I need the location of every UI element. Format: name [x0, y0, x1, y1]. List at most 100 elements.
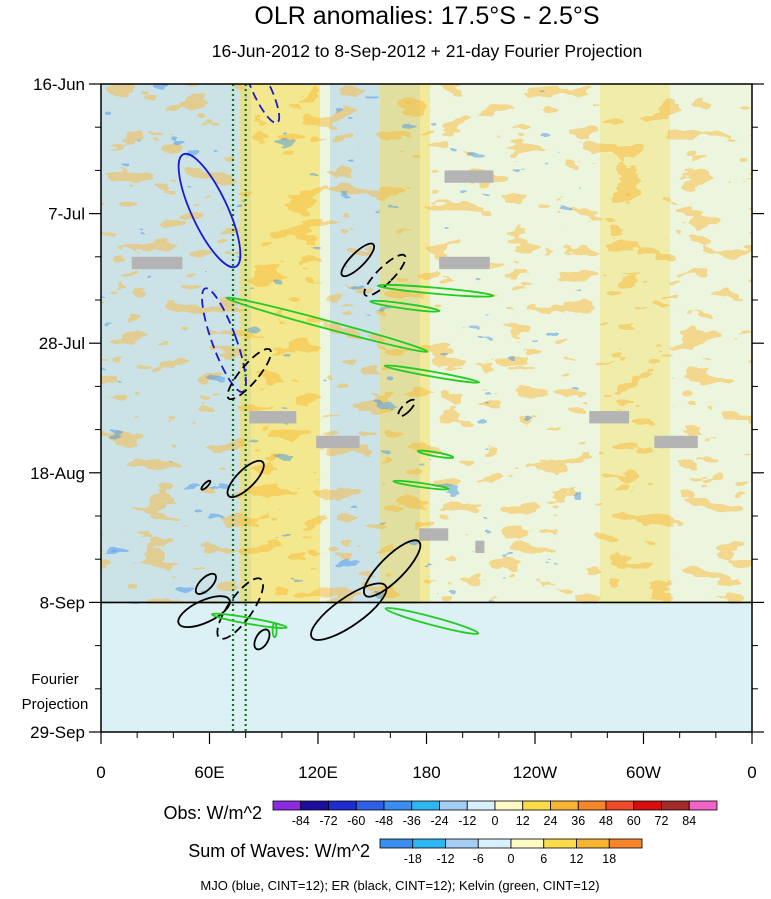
obs-colorbar-level-10: 36 — [571, 814, 585, 828]
kelvin-contour-22 — [416, 449, 455, 459]
y-axis: 16-Jun 7-Jul 28-Jul 18-Aug 8-Sep 29-Sep — [30, 75, 764, 742]
obs-colorbar-swatch-8 — [494, 800, 524, 811]
obs-colorbar-level-9: 24 — [544, 814, 558, 828]
obs-colorbar-swatch-3 — [355, 800, 385, 811]
mjo-contour-2 — [201, 287, 247, 393]
mjo-contour-1 — [243, 84, 281, 124]
obs-colorbar-swatch-5 — [411, 800, 440, 811]
obs-colorbar-level-5: -24 — [430, 814, 448, 828]
missing-data-box-0 — [131, 256, 183, 270]
waves-colorbar-swatch-2 — [445, 838, 479, 849]
obs-colorbar-level-14: 84 — [682, 814, 696, 828]
obs-colorbar-swatch-15 — [688, 800, 718, 811]
kelvin-contour-17 — [376, 283, 495, 298]
obs-colorbar: -84 -72 -60 -48 -36 -24 -12 0 12 24 36 48 60 72 84 — [272, 800, 718, 828]
kelvin-contour-15 — [225, 296, 429, 353]
er-contour-6 — [397, 398, 416, 418]
waves-colorbar-swatch-1 — [412, 838, 446, 849]
missing-data-box-7 — [419, 528, 449, 541]
y-tick-label-5: 29-Sep — [30, 723, 85, 742]
x-tick-label-6: 0 — [747, 763, 756, 782]
missing-data-box-2 — [439, 256, 490, 270]
footer-note: MJO (blue, CINT=12); ER (black, CINT=12)… — [200, 878, 599, 893]
waves-colorbar-swatch-6 — [576, 838, 610, 849]
obs-colorbar-level-3: -48 — [375, 814, 393, 828]
er-contour-5 — [226, 347, 272, 401]
x-tick-label-0: 0 — [96, 763, 105, 782]
waves-colorbar-level-3: 0 — [508, 852, 515, 866]
obs-colorbar-swatch-4 — [383, 800, 413, 811]
x-tick-label-1: 60E — [194, 763, 224, 782]
x-tick-label-3: 180 — [412, 763, 440, 782]
obs-colorbar-level-7: 0 — [492, 814, 499, 828]
missing-data-box-3 — [249, 411, 297, 424]
obs-colorbar-level-0: -84 — [292, 814, 310, 828]
kelvin-contour-21 — [392, 479, 450, 491]
obs-colorbar-level-12: 60 — [627, 814, 641, 828]
obs-colorbar-level-8: 12 — [516, 814, 530, 828]
obs-colorbar-level-2: -60 — [347, 814, 365, 828]
obs-colorbar-level-11: 48 — [599, 814, 613, 828]
waves-colorbar-level-6: 18 — [602, 852, 616, 866]
y-tick-label-4: 8-Sep — [40, 593, 85, 612]
x-tick-label-2: 120E — [298, 763, 338, 782]
waves-colorbar-level-2: -6 — [473, 852, 484, 866]
waves-colorbar-level-4: 6 — [540, 852, 547, 866]
er-contour-9 — [363, 539, 422, 598]
plot-area — [101, 84, 752, 732]
waves-colorbar-level-1: -12 — [436, 852, 454, 866]
waves-colorbar-swatch-0 — [379, 838, 414, 849]
projection-label-line2: Projection — [22, 696, 89, 713]
obs-colorbar-label: Obs: W/m^2 — [164, 803, 262, 823]
er-contour-4 — [363, 253, 407, 297]
anomaly-bands — [101, 84, 752, 732]
er-contour-8 — [194, 572, 217, 595]
x-tick-label-4: 120W — [513, 763, 557, 782]
obs-colorbar-swatch-13 — [633, 800, 662, 811]
er-contour-10 — [216, 577, 265, 640]
obs-colorbar-level-4: -36 — [403, 814, 421, 828]
missing-data-box-8 — [475, 540, 485, 554]
mjo-contour-0 — [177, 152, 242, 269]
er-contour-14 — [200, 479, 212, 491]
x-axis: 0 60E 120E 180 120W 60W 0 — [96, 732, 757, 782]
waves-colorbar-swatch-5 — [543, 838, 577, 849]
chart-subtitle: 16-Jun-2012 to 8-Sep-2012 + 21-day Fouri… — [212, 41, 642, 61]
y-tick-label-0: 16-Jun — [33, 75, 85, 94]
chart-title: OLR anomalies: 17.5°S - 2.5°S — [254, 2, 599, 30]
y-tick-label-3: 18-Aug — [30, 464, 85, 483]
waves-colorbar-swatch-4 — [510, 838, 545, 849]
obs-colorbar-swatch-10 — [550, 800, 579, 811]
er-contour-13 — [310, 582, 388, 641]
obs-colorbar-swatch-0 — [272, 800, 302, 811]
missing-data-box-5 — [589, 411, 630, 424]
kelvin-contour-19 — [210, 612, 288, 630]
obs-colorbar-level-13: 72 — [655, 814, 669, 828]
projection-label-line1: Fourier — [31, 671, 79, 688]
waves-colorbar-level-5: 12 — [570, 852, 584, 866]
y-tick-label-1: 7-Jul — [48, 205, 85, 224]
missing-data-box-1 — [444, 170, 494, 183]
waves-colorbar-swatch-3 — [477, 838, 512, 849]
y-tick-label-2: 28-Jul — [39, 334, 85, 353]
missing-data-box-6 — [654, 435, 698, 449]
kelvin-contour-16 — [383, 364, 481, 384]
missing-data-boxes — [131, 170, 698, 554]
kelvin-contour-18 — [369, 299, 441, 313]
missing-data-box-4 — [316, 435, 360, 449]
obs-colorbar-swatch-14 — [661, 800, 690, 811]
er-contour-7 — [226, 459, 265, 498]
obs-colorbar-swatch-12 — [605, 800, 635, 811]
obs-colorbar-swatch-6 — [439, 800, 468, 811]
er-contour-3 — [340, 242, 376, 278]
waves-colorbar: -18 -12 -6 0 6 12 18 — [379, 838, 643, 866]
obs-colorbar-swatch-1 — [300, 800, 329, 811]
obs-colorbar-level-1: -72 — [319, 814, 337, 828]
obs-colorbar-swatch-9 — [522, 800, 551, 811]
wave-contours — [177, 84, 495, 651]
waves-colorbar-swatch-7 — [608, 838, 643, 849]
waves-colorbar-label: Sum of Waves: W/m^2 — [188, 841, 370, 861]
obs-colorbar-swatch-7 — [466, 800, 496, 811]
waves-colorbar-level-0: -18 — [404, 852, 422, 866]
